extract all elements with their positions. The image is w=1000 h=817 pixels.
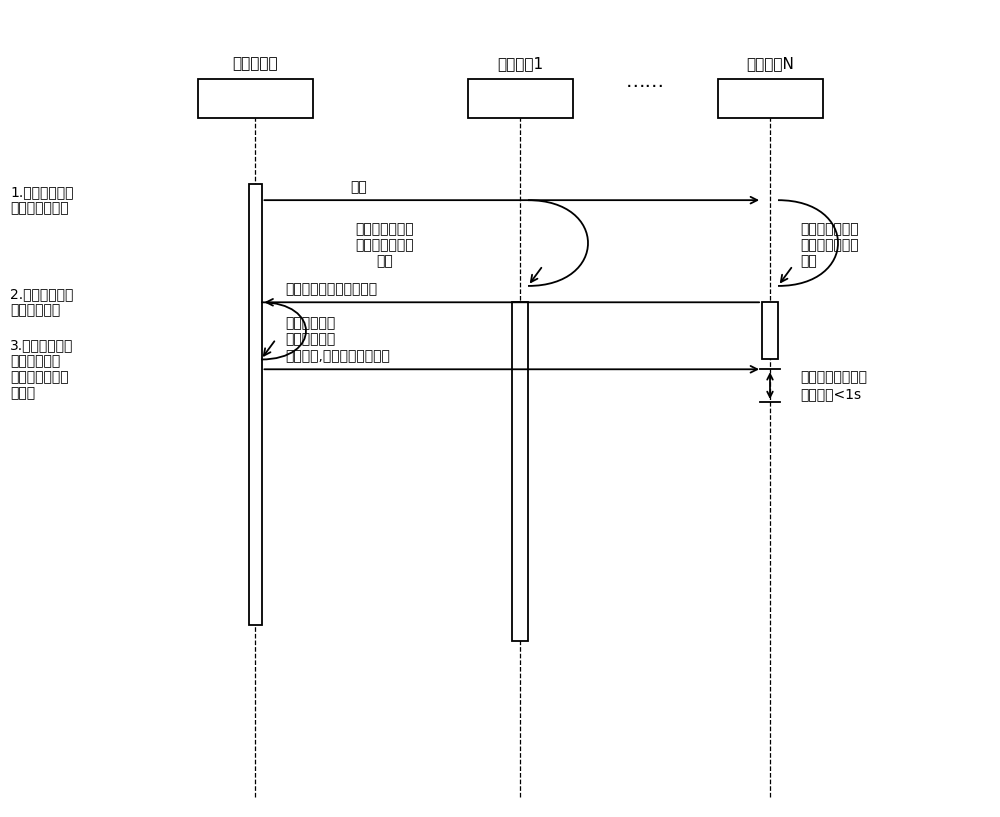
Bar xyxy=(718,79,822,118)
Text: 重放进程1: 重放进程1 xyxy=(497,56,543,71)
Text: 重放控制器: 重放控制器 xyxy=(232,56,278,71)
Text: 播放命令,收到命令即刻播放: 播放命令,收到命令即刻播放 xyxy=(285,350,390,364)
Text: 定位完成，数据准备完成: 定位完成，数据准备完成 xyxy=(285,283,377,297)
Bar xyxy=(762,302,778,359)
Bar xyxy=(512,302,528,641)
Text: 定位，同时一直
缓冲定位点后的
数据: 定位，同时一直 缓冲定位点后的 数据 xyxy=(800,222,859,268)
Text: ……: …… xyxy=(626,72,664,92)
Text: 定位，同时一直
缓冲定位点后的
数据: 定位，同时一直 缓冲定位点后的 数据 xyxy=(356,222,414,268)
Bar xyxy=(468,79,572,118)
Text: 重放进程N: 重放进程N xyxy=(746,56,794,71)
Text: 1.向所有重放进
程发送定位命令: 1.向所有重放进 程发送定位命令 xyxy=(10,185,74,215)
Text: 2.判断所有重放
进程准备完成: 2.判断所有重放 进程准备完成 xyxy=(10,288,73,317)
Text: 命令执行间隔即同
步误差，<1s: 命令执行间隔即同 步误差，<1s xyxy=(800,371,867,400)
Bar xyxy=(248,184,262,625)
Text: 3.向所有重放进
程发送播放命
令，收到命令即
刻播放: 3.向所有重放进 程发送播放命 令，收到命令即 刻播放 xyxy=(10,338,73,400)
Text: 判断所有重放
进程准备完成: 判断所有重放 进程准备完成 xyxy=(285,316,335,346)
Bar xyxy=(198,79,312,118)
Text: 定位: 定位 xyxy=(350,181,367,194)
